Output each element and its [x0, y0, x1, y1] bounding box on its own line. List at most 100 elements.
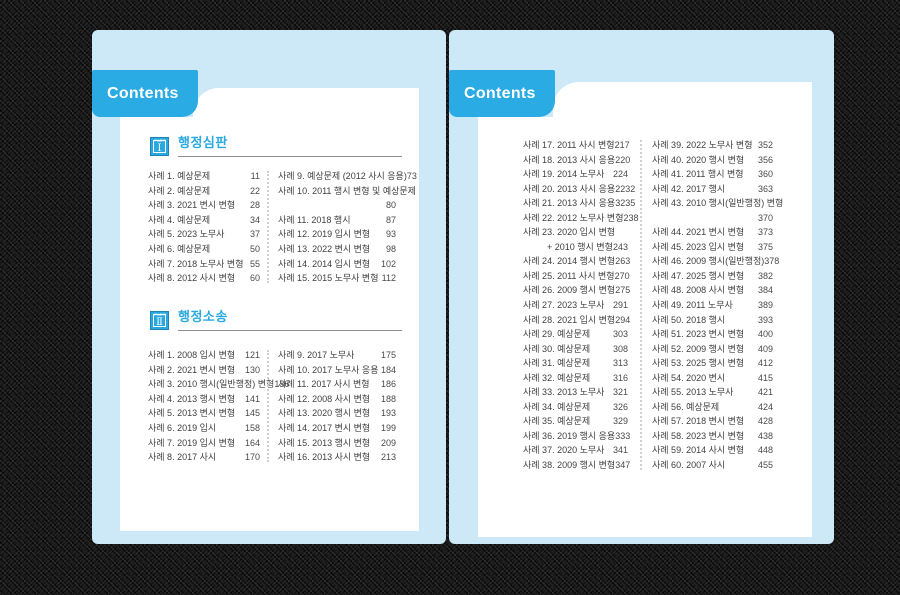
toc-entry-page: 193 [380, 408, 396, 419]
toc-entry-label: 사례 4. 예상문제 [148, 214, 211, 225]
toc-entry-label: 사례 36. 2019 행시 응용 [523, 430, 616, 441]
toc-row: 사례 1. 예상문제 11 [148, 169, 260, 184]
toc-entry-label: 사례 5. 2023 노무사 [148, 229, 225, 240]
section-title: 행정심판 [178, 135, 228, 150]
toc-entry-label: 사례 14. 2017 변시 변형 [278, 422, 371, 433]
toc-row: 사례 23. 2020 입시 변형 [523, 225, 628, 240]
toc-row: 사례 47. 2025 행시 변형 382 [652, 269, 773, 284]
toc-entry-page: 333 [615, 430, 631, 441]
toc-entry-label: 사례 20. 2013 사시 응용2 [523, 183, 621, 194]
toc-row: 사례 52. 2009 행시 변형 409 [652, 342, 773, 357]
toc-entry-label: 사례 19. 2014 노무사 [523, 169, 605, 180]
toc-row: 사례 12. 2019 입시 변형 93 [278, 227, 396, 242]
contents-tab-label: Contents [464, 84, 536, 102]
section-1-columns: 사례 1. 예상문제 11 사례 2. 예상문제 22 사례 3. 2021 변… [148, 169, 417, 289]
toc-entry-page: 448 [757, 445, 773, 456]
toc-entry-page: 238 [623, 212, 639, 223]
page-right-content: 사례 17. 2011 사시 변형 217 사례 18. 2013 사시 응용 … [449, 30, 834, 544]
toc-row: 사례 49. 2011 노무사 389 [652, 298, 773, 313]
toc-entry-label: 사례 2. 예상문제 [148, 185, 211, 196]
toc-entry-label: 사례 16. 2013 사시 변형 [278, 452, 371, 463]
toc-row: 사례 19. 2014 노무사 224 [523, 167, 628, 182]
toc-entry-page: 220 [615, 154, 631, 165]
toc-row: 80 [278, 198, 396, 213]
toc-entry-page: 34 [249, 214, 260, 225]
toc-row: 사례 36. 2019 행시 응용 333 [523, 429, 631, 444]
toc-row: 370 [652, 211, 773, 226]
toc-entry-label: 사례 3. 2021 변시 변형 [148, 200, 236, 211]
toc-entry-page: 243 [612, 241, 628, 252]
toc-entry-label: 사례 21. 2013 사시 응용3 [523, 198, 621, 209]
toc-entry-label: 사례 29. 예상문제 [523, 329, 591, 340]
toc-entry-label: 사례 59. 2014 사시 변형 [652, 445, 745, 456]
part-numeral: Ⅱ [156, 317, 163, 328]
toc-entry-label: 사례 60. 2007 사시 [652, 460, 726, 471]
toc-entry-label: 사례 38. 2009 행시 변형 [523, 460, 616, 471]
toc-row: 사례 7. 2019 입시 변형 164 [148, 436, 260, 451]
toc-entry-label: 사례 11. 2017 사시 변형 [278, 379, 370, 390]
toc-entry-page: 360 [757, 169, 773, 180]
toc-entry-label: 사례 4. 2013 행시 변형 [148, 393, 236, 404]
toc-entry-page: 217 [614, 140, 630, 150]
toc-entry-label: 사례 48. 2008 사시 변형 [652, 285, 745, 296]
toc-entry-page: 382 [757, 270, 773, 281]
page-right: Contents 사례 17. 2011 사시 변형 217 사례 18. 20… [449, 30, 834, 544]
toc-row: 사례 42. 2017 행시 363 [652, 182, 773, 197]
toc-entry-page: 209 [380, 437, 396, 448]
contents-tab: Contents [449, 70, 555, 117]
toc-entry-page: 80 [385, 200, 396, 211]
toc-entry-label: 사례 9. 예상문제 (2012 사시 응용) [278, 171, 407, 181]
toc-row: 사례 6. 2019 입시 158 [148, 421, 260, 436]
toc-entry-page: 347 [615, 460, 631, 471]
toc-entry-page: 50 [249, 243, 260, 254]
toc-entry-label: 사례 46. 2009 행시(일반행정) [652, 256, 765, 267]
toc-row: 사례 21. 2013 사시 응용3 235 [523, 196, 635, 211]
toc-entry-label: 사례 10. 2011 행시 변형 및 예상문제 [278, 185, 416, 196]
toc-entry-label: 사례 13. 2020 행시 변형 [278, 408, 371, 419]
page-left: Contents PART Ⅰ 행정심판 사례 1. 예상문제 [92, 30, 446, 544]
toc-entry-page: 186 [380, 379, 396, 390]
toc-entry-label: 사례 39. 2022 노무사 변형 [652, 140, 753, 150]
toc-entry-label: 사례 12. 2019 입시 변형 [278, 229, 371, 240]
section-title: 행정소송 [178, 309, 228, 324]
toc-entry-label: 사례 7. 2019 입시 변형 [148, 437, 236, 448]
toc-row: 사례 14. 2017 변시 변형 199 [278, 421, 396, 436]
toc-entry-label: 사례 25. 2011 사시 변형 [523, 270, 615, 281]
toc-entry-page: 370 [757, 212, 773, 223]
toc-entry-label: 사례 44. 2021 변시 변형 [652, 227, 745, 238]
toc-entry-label: 사례 6. 2019 입시 [148, 422, 217, 433]
toc-row: 사례 18. 2013 사시 응용 220 [523, 153, 631, 168]
toc-entry-label: 사례 8. 2012 사시 변형 [148, 273, 236, 284]
part-label: PART [154, 138, 165, 144]
toc-entry-label: 사례 12. 2008 사시 변형 [278, 393, 371, 404]
toc-entry-label: 사례 14. 2014 입시 변형 [278, 258, 371, 269]
toc-entry-label: 사례 13. 2022 변시 변형 [278, 243, 371, 254]
toc-row: 사례 3. 2021 변시 변형 28 [148, 198, 260, 213]
toc-row: 사례 39. 2022 노무사 변형 352 [652, 138, 773, 153]
toc-entry-label: 사례 41. 2011 행시 변형 [652, 169, 744, 180]
toc-entry-label: 사례 45. 2023 입시 변형 [652, 241, 745, 252]
toc-row: 사례 11. 2017 사시 변형 186 [278, 377, 396, 392]
toc-column: 사례 17. 2011 사시 변형 217 사례 18. 2013 사시 응용 … [523, 138, 639, 473]
toc-entry-label: 사례 56. 예상문제 [652, 401, 720, 412]
toc-row: 사례 11. 2018 행시 87 [278, 213, 396, 228]
toc-row: + 2010 행시 변형 243 [523, 240, 628, 255]
toc-entry-page: 294 [615, 314, 631, 325]
toc-entry-page: 263 [615, 256, 631, 267]
toc-entry-label: 사례 55. 2013 노무사 [652, 387, 734, 398]
toc-row: 사례 24. 2014 행시 변형 263 [523, 254, 631, 269]
toc-entry-page: 232 [620, 183, 636, 194]
toc-row: 사례 2. 예상문제 22 [148, 184, 260, 199]
toc-entry-label: 사례 23. 2020 입시 변형 [523, 227, 616, 238]
toc-entry-page: 308 [612, 343, 628, 354]
toc-entry-page: 375 [757, 241, 773, 252]
toc-entry-label: 사례 34. 예상문제 [523, 401, 591, 412]
toc-column: 사례 1. 예상문제 11 사례 2. 예상문제 22 사례 3. 2021 변… [148, 169, 260, 286]
toc-row: 사례 54. 2020 변시 415 [652, 371, 773, 386]
toc-row: 사례 48. 2008 사시 변형 384 [652, 283, 773, 298]
toc-row: 사례 59. 2014 사시 변형 448 [652, 443, 773, 458]
page-left-content: PART Ⅰ 행정심판 사례 1. 예상문제 11 사례 2. 예상문제 [92, 30, 446, 544]
toc-row: 사례 16. 2013 사시 변형 213 [278, 450, 396, 465]
part-1-icon: PART Ⅰ [150, 137, 169, 156]
toc-entry-page: 141 [244, 393, 260, 404]
